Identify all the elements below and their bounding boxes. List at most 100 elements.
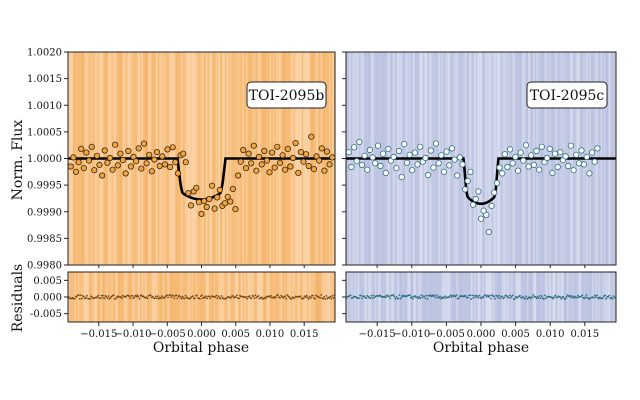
data-point [422, 154, 429, 162]
residual-point [552, 297, 555, 300]
residual-point [189, 297, 192, 299]
data-point [214, 194, 221, 201]
residual-point [497, 296, 499, 299]
residual-point [385, 296, 387, 299]
data-point [83, 149, 90, 156]
residual-point [305, 294, 308, 297]
residual-point [598, 297, 600, 300]
residual-point [569, 295, 572, 297]
x-tick-label: 0.015 [290, 329, 319, 340]
residual-point [398, 294, 401, 296]
residual-point [425, 294, 428, 297]
data-point [414, 161, 421, 168]
data-point [117, 150, 124, 157]
residual-point [539, 297, 542, 299]
residual-point [593, 294, 596, 297]
data-point [530, 161, 538, 168]
residual-point [206, 297, 209, 300]
x-tick-label: 0.010 [256, 329, 285, 340]
data-point [472, 195, 479, 203]
residual-point [434, 296, 437, 299]
data-point [235, 172, 242, 179]
data-point [232, 206, 239, 213]
data-point [159, 153, 166, 160]
residual-point [537, 297, 540, 299]
data-point [70, 154, 77, 161]
residual-point [369, 297, 372, 300]
residual-point [254, 294, 257, 296]
residual-point [496, 295, 498, 297]
data-point [580, 161, 588, 168]
data-point [216, 186, 223, 193]
residual-point [257, 295, 260, 297]
residual-point [299, 295, 302, 298]
residual-point [564, 297, 567, 300]
data-point [78, 145, 85, 152]
data-point [227, 198, 234, 205]
residual-point [449, 294, 452, 297]
residual-point [478, 294, 481, 297]
residual-point [293, 297, 296, 299]
data-point [72, 168, 80, 175]
data-point [353, 158, 360, 165]
residual-point [236, 294, 238, 297]
data-point [528, 152, 535, 159]
residual-point [201, 294, 203, 296]
label-box-right [526, 81, 608, 109]
y-axis-label-residuals: Residuals [10, 264, 26, 332]
data-point [533, 147, 540, 155]
data-point [242, 165, 250, 172]
x-axis-label-left: Orbital phase [153, 340, 249, 356]
residual-point [308, 295, 311, 298]
data-points-left [68, 133, 335, 217]
residual-point [584, 296, 587, 299]
residual-point [290, 298, 293, 300]
data-point [575, 160, 583, 167]
residual-point [132, 297, 135, 300]
residual-point [583, 297, 586, 300]
residual-point [214, 296, 217, 299]
residual-point [361, 297, 363, 300]
data-point [506, 146, 514, 153]
panel-bg-resid-left [68, 272, 335, 322]
data-point [395, 147, 403, 155]
data-point [403, 159, 411, 166]
residual-point [433, 294, 436, 297]
residual-point [89, 297, 91, 300]
residual-point [330, 297, 333, 300]
residual-point [307, 298, 310, 300]
residual-point [129, 297, 132, 300]
data-point [514, 167, 522, 174]
y-tick-label: 1.0015 [27, 74, 62, 85]
x-tick-label: 0.005 [221, 329, 250, 340]
residual-point [310, 297, 312, 299]
residual-point [196, 294, 198, 297]
residual-point [180, 297, 183, 300]
y-tick-label: 0.9980 [27, 261, 62, 272]
data-point [151, 156, 158, 163]
data-point [68, 163, 74, 170]
data-point [248, 160, 255, 167]
residual-point [286, 294, 289, 296]
data-point [295, 169, 302, 176]
y-tick-label-residuals: 0.005 [33, 276, 62, 287]
residual-point [215, 294, 218, 297]
residual-point [202, 297, 204, 300]
residual-point [409, 294, 411, 297]
residual-point [219, 297, 222, 300]
data-point [169, 144, 176, 151]
data-point [119, 157, 127, 164]
residual-point [131, 294, 134, 297]
data-point [401, 141, 408, 148]
data-point [369, 154, 376, 161]
x-tick-label: 0.010 [536, 329, 565, 340]
data-point [308, 133, 315, 140]
residual-point [448, 296, 451, 299]
residual-point [253, 297, 256, 300]
residual-point [208, 295, 211, 298]
residual-point [596, 296, 599, 299]
data-point [446, 162, 453, 169]
data-point [326, 161, 333, 168]
residual-point [183, 297, 186, 300]
